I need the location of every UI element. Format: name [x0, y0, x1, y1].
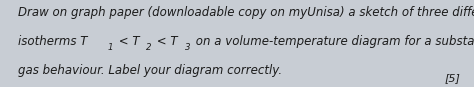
Text: 2: 2 [146, 44, 152, 52]
Text: Draw on graph paper (downloadable copy on myUnisa) a sketch of three different: Draw on graph paper (downloadable copy o… [18, 6, 474, 19]
Text: [5]: [5] [445, 74, 461, 84]
Text: 1: 1 [108, 44, 113, 52]
Text: isotherms T: isotherms T [18, 35, 87, 48]
Text: 3: 3 [185, 44, 191, 52]
Text: < T: < T [115, 35, 139, 48]
Text: gas behaviour. Label your diagram correctly.: gas behaviour. Label your diagram correc… [18, 64, 282, 77]
Text: < T: < T [153, 35, 178, 48]
Text: on a volume-temperature diagram for a substance showing ideal: on a volume-temperature diagram for a su… [192, 35, 474, 48]
